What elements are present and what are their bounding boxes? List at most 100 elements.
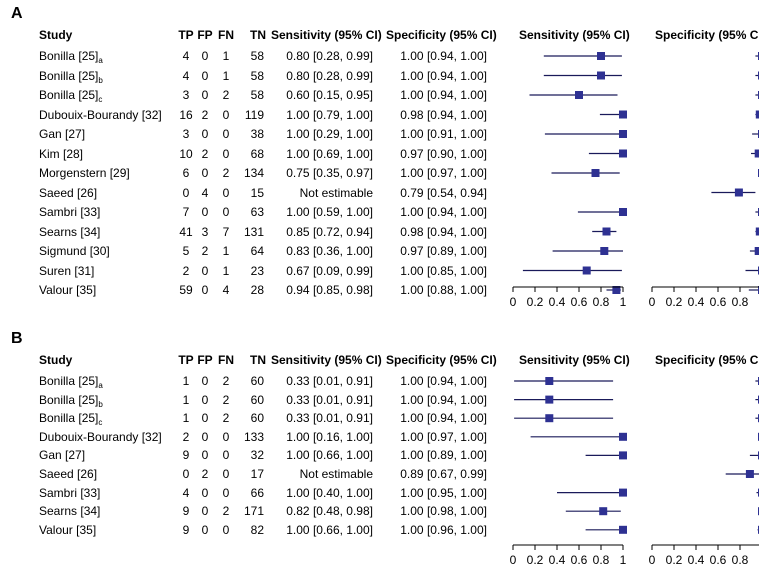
- cell-sensitivity: 1.00 [0.66, 1.00]: [286, 522, 373, 537]
- study-name: Valour [35]: [39, 283, 96, 297]
- cell-sensitivity: 1.00 [0.66, 1.00]: [286, 448, 373, 463]
- cell-tp: 41: [179, 224, 193, 239]
- cell-specificity: 0.97 [0.89, 1.00]: [400, 244, 487, 258]
- cell-sensitivity: 0.75 [0.35, 0.97]: [286, 166, 373, 180]
- sensitivity-tick-label: 0.8: [593, 295, 610, 309]
- cell-tp: 1: [182, 411, 190, 426]
- cell-specificity: 1.00 [0.94, 1.00]: [400, 374, 487, 388]
- cell-specificity: 1.00 [0.97, 1.00]: [400, 166, 487, 180]
- cell-fp: 0: [201, 411, 209, 426]
- cell-tp: 10: [179, 146, 193, 161]
- study-subscript: b: [98, 399, 103, 409]
- cell-specificity: 1.00 [0.94, 1.00]: [400, 411, 487, 426]
- cell-tn: 133: [243, 429, 264, 444]
- cell-tp: 4: [182, 485, 190, 500]
- cell-fp: 2: [201, 244, 209, 258]
- cell-sensitivity: 0.60 [0.15, 0.95]: [286, 88, 373, 102]
- cell-sensitivity: 1.00 [0.16, 1.00]: [286, 429, 373, 444]
- cell-tp: 2: [182, 429, 190, 444]
- header-tp: TP: [178, 28, 194, 42]
- cell-specificity: 1.00 [0.95, 1.00]: [400, 485, 487, 500]
- cell-specificity: 1.00 [0.96, 1.00]: [400, 522, 487, 537]
- cell-tp: 3: [182, 88, 190, 102]
- header-study: Study: [39, 353, 73, 367]
- cell-tn: 68: [250, 146, 264, 161]
- cell-tn: 82: [250, 522, 264, 537]
- cell-tn: 38: [250, 127, 264, 141]
- cell-fn: 0: [222, 522, 230, 537]
- cell-fn: 2: [222, 504, 230, 519]
- study-name: Sambri [33]: [39, 205, 100, 219]
- cell-specificity: 1.00 [0.94, 1.00]: [400, 49, 487, 63]
- cell-fp: 2: [201, 146, 209, 161]
- cell-tp: 9: [182, 504, 190, 519]
- header-fn: FN: [218, 353, 234, 367]
- sensitivity-point: [545, 395, 554, 404]
- cell-fp: 0: [201, 283, 209, 297]
- sensitivity-point: [597, 52, 605, 60]
- cell-fn: 0: [222, 429, 230, 444]
- study-name: Saeed [26]: [39, 186, 97, 200]
- specificity-tick-label: 0.2: [666, 295, 683, 309]
- cell-specificity: 0.98 [0.94, 1.00]: [400, 107, 487, 122]
- cell-fn: 2: [222, 392, 230, 407]
- cell-specificity: 0.97 [0.90, 1.00]: [400, 146, 487, 161]
- study-name: Searns [34]: [39, 225, 100, 239]
- sensitivity-tick-label: 1: [620, 553, 627, 567]
- sensitivity-tick-label: 0.4: [549, 295, 566, 309]
- cell-tn: 17: [250, 467, 264, 481]
- cell-fn: 1: [222, 68, 230, 83]
- cell-specificity: 1.00 [0.85, 1.00]: [400, 263, 487, 278]
- panel-label: A: [11, 5, 23, 22]
- cell-sensitivity: 0.80 [0.28, 0.99]: [286, 49, 373, 63]
- specificity-tick-label: 0.4: [688, 295, 705, 309]
- study-label: Dubouix-Bourandy [32]: [39, 107, 162, 122]
- specificity-point: [754, 149, 759, 158]
- cell-tn: 134: [243, 166, 264, 180]
- cell-fp: 0: [201, 88, 209, 102]
- cell-tp: 59: [179, 283, 193, 297]
- cell-fn: 2: [222, 374, 230, 388]
- cell-sensitivity: 0.94 [0.85, 0.98]: [286, 283, 373, 297]
- cell-tn: 60: [250, 392, 264, 407]
- study-name: Bonilla [25]b: [39, 393, 103, 409]
- cell-tn: 60: [250, 374, 264, 388]
- study-name: Bonilla [25]a: [39, 374, 103, 390]
- sensitivity-point: [545, 377, 554, 385]
- cell-tn: 131: [243, 224, 264, 239]
- cell-fn: 0: [222, 127, 230, 141]
- cell-sensitivity: 1.00 [0.40, 1.00]: [286, 485, 373, 500]
- sensitivity-point: [575, 91, 583, 99]
- header-specificity-plot: Specificity (95% CI): [655, 353, 759, 367]
- specificity-point: [745, 470, 754, 478]
- study-subscript: a: [98, 56, 103, 65]
- study-label: Bonilla [25]: [39, 68, 99, 83]
- specificity-tick-label: 0.6: [710, 553, 727, 567]
- cell-fp: 0: [201, 49, 209, 63]
- sensitivity-tick-label: 0.6: [571, 553, 588, 567]
- cell-fp: 0: [201, 485, 209, 500]
- cell-specificity: 1.00 [0.94, 1.00]: [400, 392, 487, 407]
- cell-fn: 2: [222, 166, 230, 180]
- cell-specificity: 1.00 [0.94, 1.00]: [400, 88, 487, 102]
- study-label: Dubouix-Bourandy [32]: [39, 429, 162, 444]
- cell-sensitivity: Not estimable: [299, 185, 373, 200]
- header-sensitivity-plot: Sensitivity (95% CI): [519, 353, 630, 367]
- specificity-tick-label: 0.2: [666, 553, 683, 567]
- study-label: Sambri [33]: [39, 485, 101, 500]
- header-tn: TN: [250, 353, 266, 367]
- study-name: Morgenstern [29]: [39, 166, 130, 180]
- cell-fn: 1: [222, 263, 230, 278]
- study-label: Bonilla [25]: [39, 392, 99, 407]
- header-fn: FN: [218, 28, 234, 42]
- study-name: Sambri [33]: [39, 486, 100, 500]
- study-subscript: b: [98, 75, 103, 85]
- cell-specificity: 1.00 [0.98, 1.00]: [400, 504, 487, 519]
- sensitivity-point: [599, 507, 608, 516]
- cell-tn: 23: [250, 263, 264, 278]
- study-name: Sigmund [30]: [39, 244, 110, 258]
- cell-tn: 28: [250, 283, 264, 297]
- specificity-tick-label: 0.8: [732, 553, 749, 567]
